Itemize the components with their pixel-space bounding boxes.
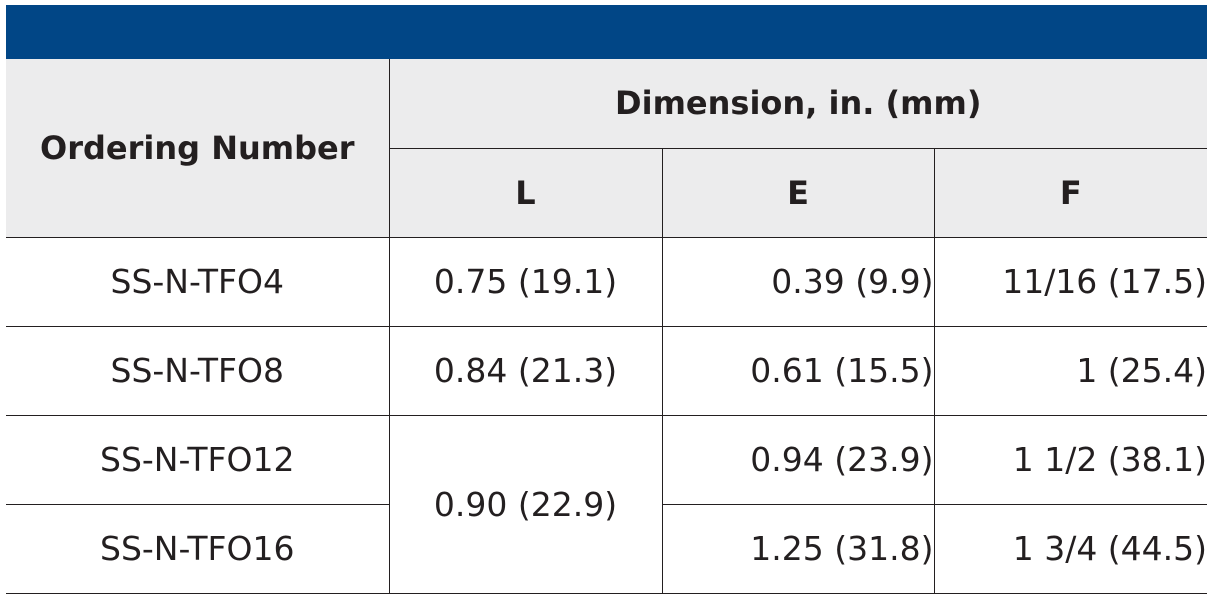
ordering-number-cell: SS-N-TFO8 [6, 325, 390, 416]
table-row: SS-N-TFO4 0.75 (19.1) 0.39 (9.9) 11/16 (… [6, 237, 1208, 327]
ordering-number-cell: SS-N-TFO4 [6, 237, 390, 327]
table-row: SS-N-TFO16 1.25 (31.8) 1 3/4 (44.5) [6, 503, 1208, 594]
table-title-banner [6, 5, 1207, 60]
dimension-e-cell: 0.94 (23.9) [661, 414, 935, 505]
dimension-table: Ordering Number Dimension, in. (mm) L E … [6, 59, 1208, 594]
column-header-l: L [389, 147, 663, 238]
dimension-e-cell: 0.61 (15.5) [661, 325, 935, 416]
column-header-e: E [661, 147, 935, 238]
dimension-group-header: Dimension, in. (mm) [388, 59, 1208, 149]
subheader-row: L E F [6, 147, 1208, 238]
column-header-f: F [933, 147, 1208, 238]
header-row: Ordering Number Dimension, in. (mm) [6, 59, 1208, 238]
dimension-f-cell: 1 3/4 (44.5) [933, 503, 1208, 594]
dimension-f-cell: 1 (25.4) [933, 325, 1208, 416]
table-row: SS-N-TFO8 0.84 (21.3) 0.61 (15.5) 1 (25.… [6, 325, 1208, 416]
dimension-l-cell: 0.75 (19.1) [388, 237, 663, 327]
ordering-number-header: Ordering Number [6, 59, 390, 238]
ordering-number-cell: SS-N-TFO16 [6, 503, 390, 594]
dimension-f-cell: 11/16 (17.5) [933, 237, 1208, 327]
dimension-e-cell: 0.39 (9.9) [661, 237, 935, 327]
dimension-l-cell: 0.84 (21.3) [388, 325, 663, 416]
table-row: SS-N-TFO12 0.90 (22.9) 0.94 (23.9) 1 1/2… [6, 414, 1208, 594]
dimension-l-merged-cell: 0.90 (22.9) [388, 414, 663, 594]
dimension-f-cell: 1 1/2 (38.1) [933, 414, 1208, 505]
dimension-e-cell: 1.25 (31.8) [661, 503, 935, 594]
ordering-number-cell: SS-N-TFO12 [6, 414, 390, 505]
